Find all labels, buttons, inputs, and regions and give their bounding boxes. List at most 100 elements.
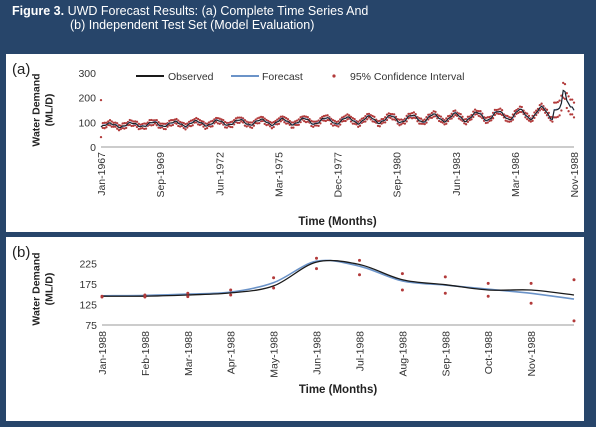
ci-point	[144, 122, 148, 125]
ci-point	[229, 125, 232, 129]
ci-point	[283, 121, 286, 124]
x-axis-label: Time (Months)	[298, 216, 377, 228]
ci-point	[551, 120, 554, 123]
ci-point	[202, 120, 205, 123]
x-tick-label: Sep-1980	[392, 152, 404, 198]
ci-point	[405, 114, 408, 118]
ci-point	[410, 117, 414, 120]
ci-point	[572, 101, 576, 104]
ci-point	[427, 113, 430, 116]
ci-point	[139, 123, 142, 126]
ci-point	[391, 112, 394, 116]
ci-point	[116, 122, 119, 125]
ci-point	[558, 114, 561, 117]
ci-point	[250, 121, 254, 124]
ci-point	[337, 125, 340, 128]
ci-point	[443, 291, 447, 295]
ci-point	[290, 121, 293, 124]
ci-point	[459, 118, 462, 121]
ci-point	[182, 126, 185, 130]
ci-point	[322, 119, 326, 122]
ci-point	[317, 119, 320, 122]
ci-point	[572, 278, 576, 282]
ci-point	[407, 112, 410, 116]
ci-point	[195, 116, 198, 120]
ci-point	[331, 124, 335, 127]
ci-point	[272, 276, 276, 280]
x-axis-label: Time (Months)	[299, 384, 378, 396]
ci-point	[321, 115, 324, 119]
ci-point	[171, 118, 175, 122]
ci-point	[274, 119, 277, 123]
ci-point	[439, 120, 443, 123]
x-tick-label: Sep-1988	[440, 331, 452, 377]
ci-point	[357, 120, 360, 123]
ci-point	[263, 117, 266, 120]
ci-point	[222, 118, 225, 122]
ci-point	[292, 121, 295, 124]
ci-point	[366, 118, 369, 121]
ci-point	[340, 116, 344, 119]
legend-ci-label: 95% Confidence Interval	[350, 71, 464, 83]
ci-point	[108, 119, 112, 122]
chart-b: (b) Water Demand(ML/D) 75 125 175 225 Jan-1988…	[12, 244, 576, 396]
ci-point	[553, 116, 556, 119]
ci-point	[169, 124, 173, 127]
ci-point	[177, 119, 180, 122]
observed-series-line	[101, 259, 575, 297]
ci-point	[384, 116, 387, 119]
ci-point	[393, 113, 396, 116]
panel-label-b: (b)	[12, 244, 30, 261]
ci-point	[211, 119, 214, 123]
ci-point	[371, 114, 374, 118]
ci-point	[486, 281, 490, 285]
y-tick-label: 100	[78, 117, 96, 129]
ci-point	[223, 126, 227, 129]
ci-point	[529, 120, 532, 123]
ci-point	[468, 118, 471, 122]
ci-point	[295, 123, 299, 127]
ci-point	[229, 293, 233, 297]
ci-point	[533, 111, 536, 114]
figure-label: Figure 3.	[12, 4, 65, 18]
ci-point	[209, 120, 212, 123]
ci-point	[358, 258, 361, 262]
ci-point	[277, 117, 281, 120]
ci-point	[499, 107, 502, 110]
ci-point	[249, 121, 252, 124]
ci-point	[247, 121, 250, 124]
ci-point	[310, 119, 313, 123]
ci-point	[360, 117, 363, 120]
ci-point	[114, 121, 117, 124]
ci-point	[276, 118, 279, 121]
ci-point	[132, 120, 135, 123]
ci-point	[105, 121, 108, 124]
ci-point	[362, 116, 365, 120]
x-tick-label: Mar-1986	[510, 152, 522, 197]
x-tick-label: Jan-1967	[96, 152, 108, 196]
x-tick-label: Mar-1975	[273, 152, 285, 197]
ci-point	[344, 114, 347, 117]
ci-point	[393, 118, 396, 121]
ci-point	[105, 126, 108, 129]
ci-point	[313, 120, 317, 123]
ci-point	[554, 101, 558, 104]
ci-point	[387, 112, 390, 115]
ci-point	[367, 116, 371, 119]
ci-point	[173, 118, 176, 121]
ci-point	[333, 123, 336, 127]
ci-point	[509, 120, 513, 123]
ci-point	[410, 111, 414, 115]
ci-point	[358, 273, 361, 277]
ci-point	[553, 101, 556, 104]
ci-point	[428, 116, 432, 119]
ci-point	[245, 125, 248, 128]
ci-point	[209, 125, 212, 128]
ci-point	[186, 122, 189, 125]
ci-point	[425, 121, 428, 124]
ci-point	[272, 120, 275, 124]
figure-caption: Figure 3. UWD Forecast Results: (a) Comp…	[12, 4, 582, 32]
ci-point	[371, 120, 374, 123]
ci-point	[358, 119, 362, 122]
ci-point	[231, 120, 234, 123]
